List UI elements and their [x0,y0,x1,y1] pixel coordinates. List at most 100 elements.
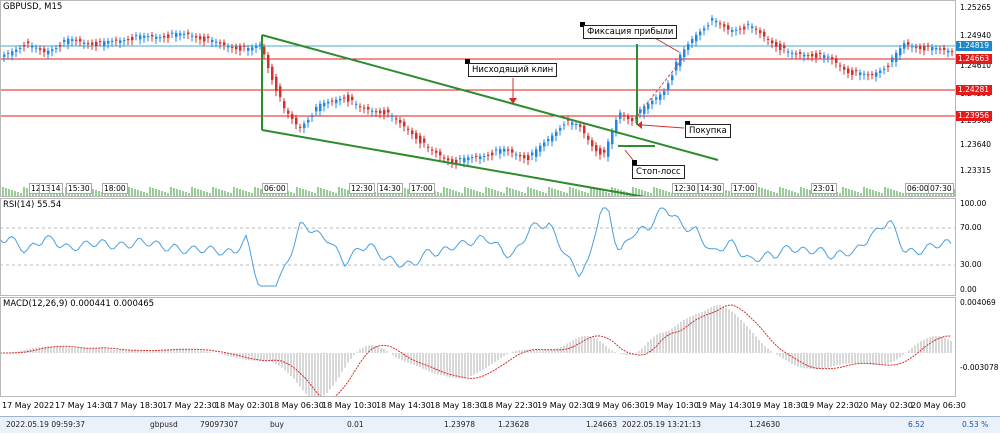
time-label: 17 May 2022 [2,401,55,410]
candle-body [15,49,18,52]
candle-body [575,124,578,125]
candle-body [411,130,414,135]
candle-body [331,100,334,102]
time-label: 19 May 02:30 [537,401,592,410]
candle-body [619,112,622,119]
session-label: 07:30 [928,183,954,194]
candle-body [547,139,550,142]
time-label: 18 May 06:30 [269,401,324,410]
candle-body [143,35,146,38]
candle-body [191,35,194,37]
candle-body [779,43,782,51]
candle-body [7,52,10,54]
candle-body [75,39,78,41]
take-profit-annotation[interactable]: Фиксация прибыли [583,25,678,39]
stop-loss-annotation[interactable]: Стоп-лосс [632,165,685,179]
candle-body [751,26,754,28]
candle-body [311,116,314,118]
arrow-head [509,98,517,104]
candle-body [875,72,878,77]
session-label: 18:00 [102,183,128,194]
candle-body [951,51,954,53]
candle-body [35,47,38,49]
candle-body [319,103,322,112]
rsi-axis-label: 100.00 [960,199,987,208]
rsi-svg[interactable] [0,198,1000,296]
time-label: 19 May 18:30 [751,401,806,410]
macd-svg[interactable] [0,297,1000,397]
candle-body [407,128,410,130]
macd-axis-label: -0.003078 [960,363,999,372]
candle-body [591,140,594,147]
candle-body [463,157,466,163]
candle-body [115,39,118,41]
candle-body [255,45,258,48]
annotation-anchor[interactable] [465,59,470,64]
trade-percent: 0.53 % [962,420,989,429]
session-label: 06:00 [262,183,288,194]
candle-body [435,150,438,153]
trade-close-time: 2022.05.19 13:21:13 [622,420,702,429]
session-label: 14:30 [698,183,724,194]
annotation-anchor[interactable] [685,121,690,126]
candle-body [151,34,154,37]
buy-annotation[interactable]: Покупка [685,124,731,138]
candle-body [519,155,522,157]
price-chart-svg[interactable] [0,0,1000,197]
price-chart-pane[interactable]: GBPUSD, M15 1.25265 1.24940 1.24610 1.24… [0,0,1000,197]
candle-body [763,31,766,37]
time-label: 19 May 06:30 [590,401,645,410]
candle-body [607,141,610,157]
price-axis-label: 1.23640 [960,140,992,149]
candle-body [699,31,702,36]
candle-body [807,55,810,57]
candle-body [495,149,498,151]
candle-body [383,110,386,115]
candle-body [895,52,898,62]
candle-body [203,36,206,42]
candle-body [51,49,54,52]
trade-symbol: gbpusd [150,420,178,429]
candle-body [207,36,210,38]
candle-body [499,149,502,154]
candle-body [351,96,354,100]
candle-body [651,100,654,105]
rsi-pane[interactable]: RSI(14) 55.54 100.00 70.00 30.00 0.00 [0,198,1000,296]
candle-body [683,49,686,58]
time-axis: 17 May 2022 17 May 14:30 17 May 18:30 17… [0,397,1000,414]
candle-body [615,120,618,132]
candle-body [239,46,242,51]
candle-body [95,41,98,46]
current-price-tag: 1.24819 [956,41,992,51]
candle-body [339,98,342,101]
arrow-line [641,124,685,129]
candle-body [831,57,834,60]
trade-status-bar[interactable]: 2022.05.19 09:59:37 gbpusd 79097307 buy … [0,416,1000,433]
candle-body [863,73,866,75]
session-label: 15:30 [66,183,92,194]
candle-body [503,148,506,152]
candle-body [291,114,294,119]
annotation-anchor[interactable] [580,22,585,27]
candle-body [419,135,422,144]
candle-body [111,40,114,42]
candle-body [707,25,710,27]
candle-body [119,40,122,43]
candle-body [511,149,514,153]
candle-body [375,111,378,113]
falling-wedge-annotation[interactable]: Нисходящий клин [468,63,558,77]
symbol-label: GBPUSD, M15 [3,2,63,12]
annotation-anchor[interactable] [632,160,637,165]
candle-body [279,86,282,97]
macd-pane[interactable]: MACD(12,26,9) 0.000441 0.000465 0.004069… [0,297,1000,397]
price-axis-label: 1.24610 [960,61,992,70]
candle-body [819,53,822,54]
macd-axis-label: 0.004069 [960,298,996,307]
candle-body [551,135,554,142]
candle-body [47,50,50,55]
candle-body [803,54,806,57]
candle-body [939,48,942,50]
candle-body [623,115,626,117]
candle-body [739,28,742,30]
candle-body [611,130,614,145]
